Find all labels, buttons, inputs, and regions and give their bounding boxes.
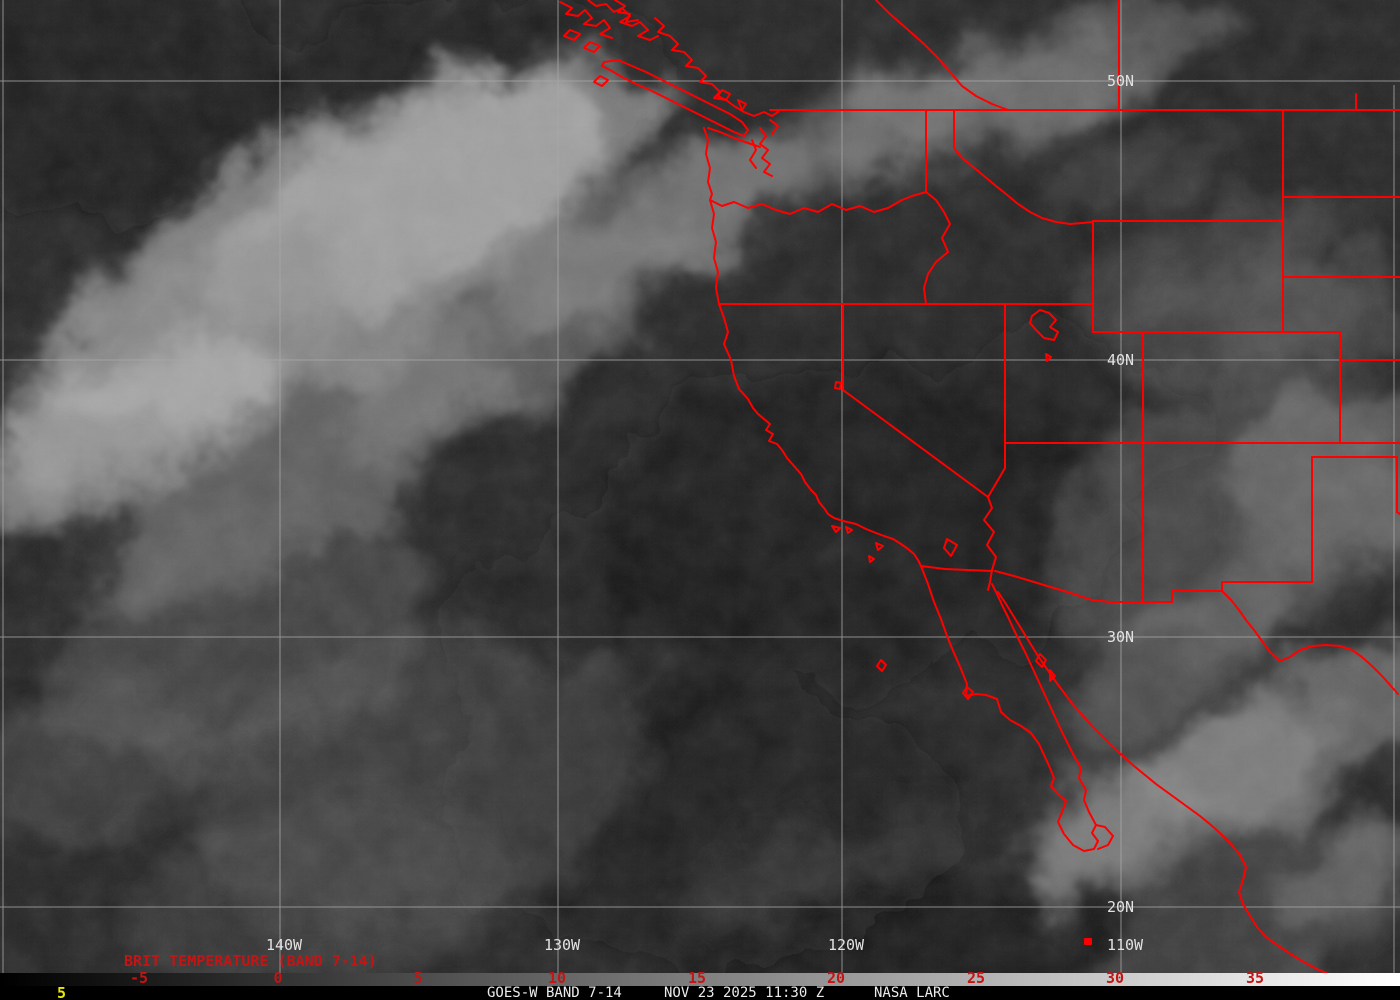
timestamp-label: NOV 23 2025 11:30 Z	[664, 985, 825, 1000]
lat-label-30n: 30N	[1107, 628, 1135, 646]
source-label: NASA LARC	[874, 985, 950, 1000]
colorbar-title: BRIT TEMPERATURE (BAND 7-14)	[124, 952, 377, 970]
frame-indicator: 5	[57, 984, 67, 1000]
lat-label-50n: 50N	[1107, 72, 1135, 90]
lon-label-140w: 140W	[265, 936, 303, 954]
lon-label-130w: 130W	[543, 936, 581, 954]
colorbar-tick: -5	[129, 969, 149, 987]
colorbar-tick: 20	[826, 969, 846, 987]
lon-label-120w: 120W	[827, 936, 865, 954]
colorbar-tick: 35	[1245, 969, 1265, 987]
colorbar-tick: 0	[273, 969, 283, 987]
graticule	[0, 0, 1400, 973]
colorbar-tick: 10	[547, 969, 567, 987]
lat-label-20n: 20N	[1107, 898, 1135, 916]
lon-label-110w: 110W	[1106, 936, 1144, 954]
product-label: GOES-W BAND 7-14	[487, 985, 622, 1000]
colorbar-tick: 25	[966, 969, 986, 987]
colorbar-tick: 5	[413, 969, 423, 987]
status-bar	[0, 986, 1400, 1000]
political-boundaries	[559, 0, 1400, 1000]
colorbar-tick: 30	[1105, 969, 1125, 987]
colorbar-tick: 15	[687, 969, 707, 987]
colorbar	[0, 973, 1400, 986]
lat-label-40n: 40N	[1107, 351, 1135, 369]
